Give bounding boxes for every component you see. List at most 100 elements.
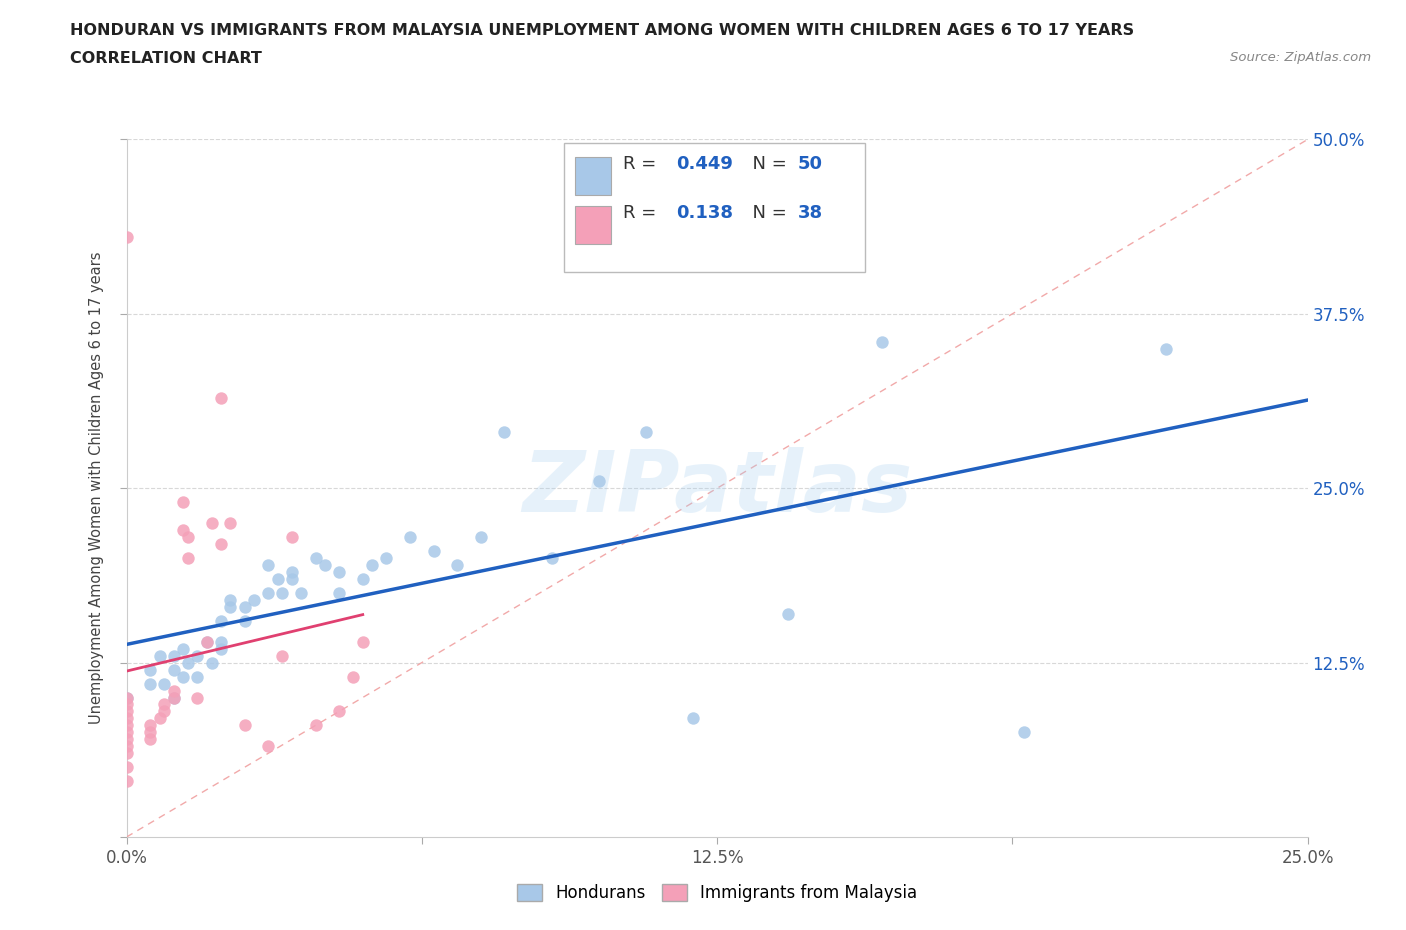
Point [115, 690, 138, 705]
Text: ZIPatlas: ZIPatlas [522, 446, 912, 530]
Point [209, 537, 232, 551]
Legend: Hondurans, Immigrants from Malaysia: Hondurans, Immigrants from Malaysia [510, 877, 924, 909]
Point [195, 634, 218, 649]
Point [872, 334, 894, 349]
Point [139, 718, 162, 733]
Point [446, 558, 468, 573]
Point [149, 648, 172, 663]
Point [271, 586, 294, 601]
Point [776, 606, 799, 621]
Text: 50: 50 [797, 155, 823, 173]
Point [163, 683, 186, 698]
Point [342, 670, 364, 684]
Point [290, 586, 312, 601]
Point [115, 698, 138, 712]
Point [304, 718, 326, 733]
Point [1012, 725, 1035, 740]
Point [177, 530, 200, 545]
Point [233, 614, 256, 629]
Point [271, 648, 294, 663]
Point [163, 690, 186, 705]
Point [233, 600, 256, 615]
Point [115, 704, 138, 719]
Point [153, 704, 176, 719]
Point [328, 586, 350, 601]
Point [540, 551, 562, 565]
Point [172, 642, 194, 657]
Point [588, 474, 610, 489]
Point [115, 732, 138, 747]
Point [257, 558, 280, 573]
FancyBboxPatch shape [564, 143, 865, 272]
Point [186, 648, 208, 663]
Point [209, 391, 232, 405]
Point [233, 718, 256, 733]
Point [163, 662, 186, 677]
Point [186, 670, 208, 684]
Point [200, 515, 222, 530]
Point [139, 676, 162, 691]
Point [494, 425, 516, 440]
Point [1154, 341, 1177, 356]
Text: 0.138: 0.138 [676, 204, 733, 221]
Text: N =: N = [741, 204, 792, 221]
Point [172, 523, 194, 538]
Point [422, 543, 444, 558]
Point [281, 571, 304, 587]
Point [115, 725, 138, 740]
Point [115, 774, 138, 789]
Point [257, 738, 280, 753]
Text: 0.449: 0.449 [676, 155, 733, 173]
Text: HONDURAN VS IMMIGRANTS FROM MALAYSIA UNEMPLOYMENT AMONG WOMEN WITH CHILDREN AGES: HONDURAN VS IMMIGRANTS FROM MALAYSIA UNE… [70, 23, 1135, 38]
Point [115, 718, 138, 733]
Point [399, 530, 422, 545]
Point [200, 656, 222, 671]
Point [149, 711, 172, 725]
Text: N =: N = [741, 155, 792, 173]
Y-axis label: Unemployment Among Women with Children Ages 6 to 17 years: Unemployment Among Women with Children A… [89, 252, 104, 724]
Point [177, 551, 200, 565]
Point [267, 571, 290, 587]
Point [172, 495, 194, 510]
Point [352, 634, 374, 649]
Point [328, 704, 350, 719]
Text: Source: ZipAtlas.com: Source: ZipAtlas.com [1230, 51, 1371, 64]
Point [115, 746, 138, 761]
Point [257, 586, 280, 601]
Point [209, 642, 232, 657]
Point [352, 571, 374, 587]
Point [139, 725, 162, 740]
Point [470, 530, 492, 545]
Bar [575, 157, 610, 195]
Point [115, 690, 138, 705]
Point [115, 711, 138, 725]
Point [375, 551, 398, 565]
Point [115, 230, 138, 245]
Point [177, 656, 200, 671]
Point [139, 662, 162, 677]
Point [186, 690, 208, 705]
Text: R =: R = [623, 204, 668, 221]
Point [682, 711, 704, 725]
Point [115, 738, 138, 753]
Text: CORRELATION CHART: CORRELATION CHART [70, 51, 262, 66]
Point [219, 515, 242, 530]
Point [172, 670, 194, 684]
Point [153, 698, 176, 712]
Point [219, 592, 242, 607]
Point [115, 760, 138, 775]
Point [153, 676, 176, 691]
Point [163, 648, 186, 663]
Text: R =: R = [623, 155, 662, 173]
Point [209, 614, 232, 629]
Point [281, 530, 304, 545]
Bar [575, 206, 610, 245]
Point [304, 551, 326, 565]
Point [219, 600, 242, 615]
Point [281, 565, 304, 579]
Point [636, 425, 658, 440]
Point [361, 558, 384, 573]
Point [328, 565, 350, 579]
Point [209, 634, 232, 649]
Text: 38: 38 [797, 204, 823, 221]
